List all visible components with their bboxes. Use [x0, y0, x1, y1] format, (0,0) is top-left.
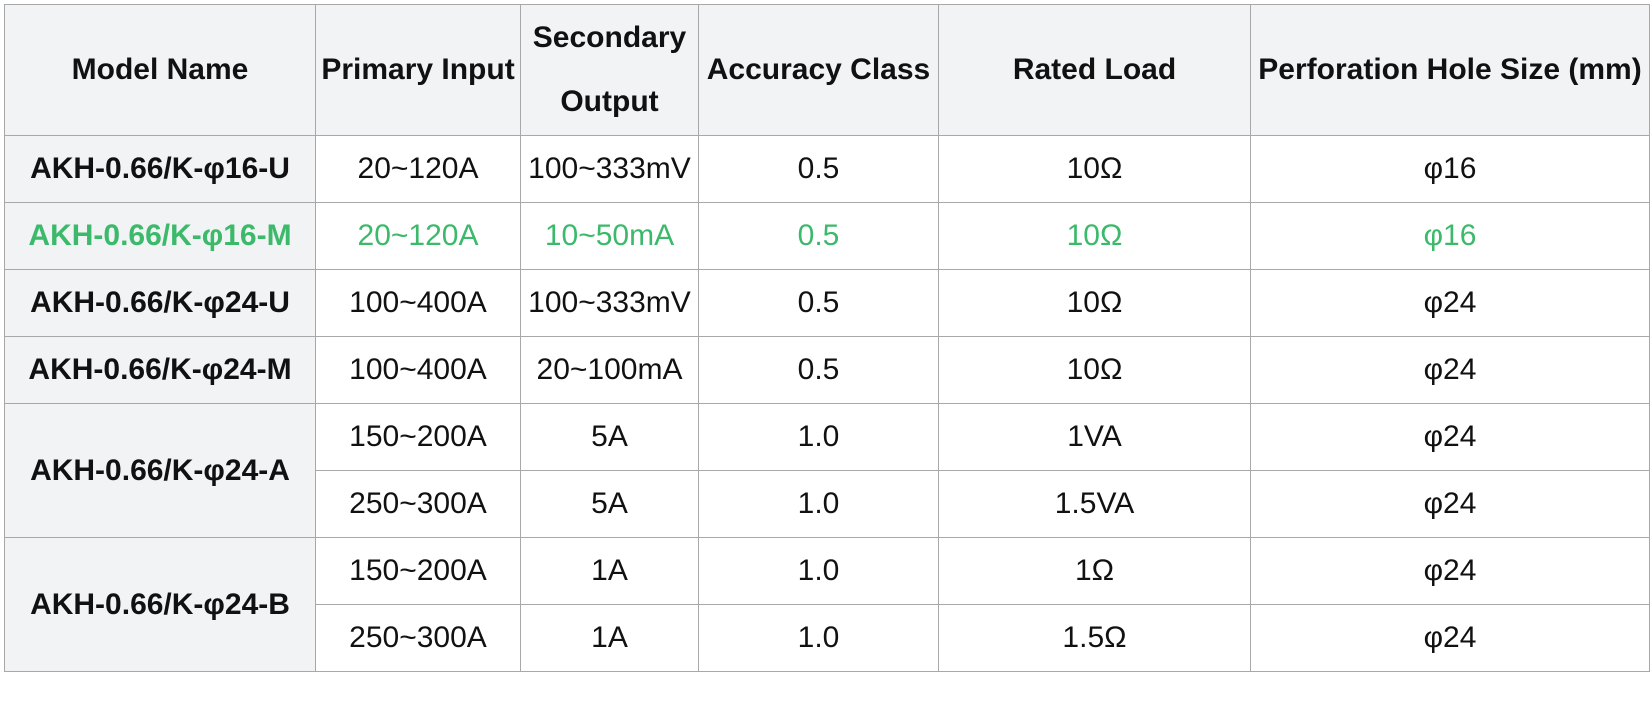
- cell-accuracy-class: 1.0: [698, 537, 939, 605]
- table-row: AKH-0.66/K-φ24-M 100~400A 20~100mA 0.5 10Ω φ2…: [4, 336, 1650, 404]
- cell-model-name: AKH-0.66/K-φ24-M: [4, 336, 316, 404]
- cell-accuracy-class: 1.0: [698, 403, 939, 471]
- cell-model-name: AKH-0.66/K-φ24-A: [4, 403, 316, 538]
- cell-hole-size: φ24: [1250, 537, 1650, 605]
- table-row: AKH-0.66/K-φ16-M 20~120A 10~50mA 0.5 10Ω φ16: [4, 202, 1650, 270]
- header-row: Model Name Primary Input Secondary Outpu…: [4, 4, 1650, 136]
- cell-rated-load: 1VA: [938, 403, 1251, 471]
- cell-model-name: AKH-0.66/K-φ24-B: [4, 537, 316, 672]
- cell-accuracy-class: 1.0: [698, 470, 939, 538]
- cell-hole-size: φ24: [1250, 336, 1650, 404]
- table-row: AKH-0.66/K-φ16-U 20~120A 100~333mV 0.5 10Ω φ1…: [4, 135, 1650, 203]
- cell-rated-load: 1.5Ω: [938, 604, 1251, 672]
- cell-primary-input: 150~200A: [315, 537, 521, 605]
- table-row: AKH-0.66/K-φ24-B 150~200A 1A 1.0 1Ω φ24: [4, 537, 1650, 672]
- cell-model-name: AKH-0.66/K-φ24-U: [4, 269, 316, 337]
- cell-secondary-output: 10~50mA: [520, 202, 699, 270]
- cell-rated-load: 10Ω: [938, 269, 1251, 337]
- cell-secondary-output: 20~100mA: [520, 336, 699, 404]
- table-row: AKH-0.66/K-φ24-U 100~400A 100~333mV 0.5 10Ω φ…: [4, 269, 1650, 337]
- cell-hole-size: φ16: [1250, 135, 1650, 203]
- cell-primary-input: 150~200A: [315, 403, 521, 471]
- cell-secondary-output: 100~333mV: [520, 269, 699, 337]
- cell-hole-size: φ16: [1250, 202, 1650, 270]
- cell-accuracy-class: 1.0: [698, 604, 939, 672]
- header-secondary-output: Secondary Output: [520, 4, 699, 136]
- cell-secondary-output: 1A: [520, 604, 699, 672]
- cell-primary-input: 20~120A: [315, 135, 521, 203]
- cell-hole-size: φ24: [1250, 269, 1650, 337]
- cell-primary-input: 100~400A: [315, 336, 521, 404]
- cell-primary-input: 100~400A: [315, 269, 521, 337]
- header-primary-input: Primary Input: [315, 4, 521, 136]
- cell-rated-load: 10Ω: [938, 202, 1251, 270]
- header-accuracy-class: Accuracy Class: [698, 4, 939, 136]
- cell-secondary-output: 100~333mV: [520, 135, 699, 203]
- header-model-name: Model Name: [4, 4, 316, 136]
- cell-primary-input: 20~120A: [315, 202, 521, 270]
- table-header: Model Name Primary Input Secondary Outpu…: [4, 4, 1650, 136]
- table-row: 250~300A 1A 1.0 1.5Ω φ24: [5, 604, 1650, 672]
- header-hole-size: Perforation Hole Size (mm): [1250, 4, 1650, 136]
- cell-rated-load: 10Ω: [938, 135, 1251, 203]
- spec-table: Model Name Primary Input Secondary Outpu…: [4, 4, 1650, 672]
- table-row: AKH-0.66/K-φ24-A 150~200A 5A 1.0 1VA φ24: [4, 403, 1650, 538]
- cell-secondary-output: 5A: [520, 470, 699, 538]
- cell-hole-size: φ24: [1250, 403, 1650, 471]
- cell-accuracy-class: 0.5: [698, 269, 939, 337]
- cell-primary-input: 250~300A: [315, 470, 521, 538]
- cell-accuracy-class: 0.5: [698, 336, 939, 404]
- cell-hole-size: φ24: [1250, 604, 1650, 672]
- cell-rated-load: 1.5VA: [938, 470, 1251, 538]
- cell-model-name: AKH-0.66/K-φ16-M: [4, 202, 316, 270]
- cell-accuracy-class: 0.5: [698, 202, 939, 270]
- cell-accuracy-class: 0.5: [698, 135, 939, 203]
- cell-primary-input: 250~300A: [315, 604, 521, 672]
- cell-secondary-output: 1A: [520, 537, 699, 605]
- cell-rated-load: 1Ω: [938, 537, 1251, 605]
- table-body: AKH-0.66/K-φ16-U 20~120A 100~333mV 0.5 10Ω φ1…: [4, 135, 1650, 672]
- cell-model-name: AKH-0.66/K-φ16-U: [4, 135, 316, 203]
- cell-rated-load: 10Ω: [938, 336, 1251, 404]
- cell-secondary-output: 5A: [520, 403, 699, 471]
- cell-hole-size: φ24: [1250, 470, 1650, 538]
- header-rated-load: Rated Load: [938, 4, 1251, 136]
